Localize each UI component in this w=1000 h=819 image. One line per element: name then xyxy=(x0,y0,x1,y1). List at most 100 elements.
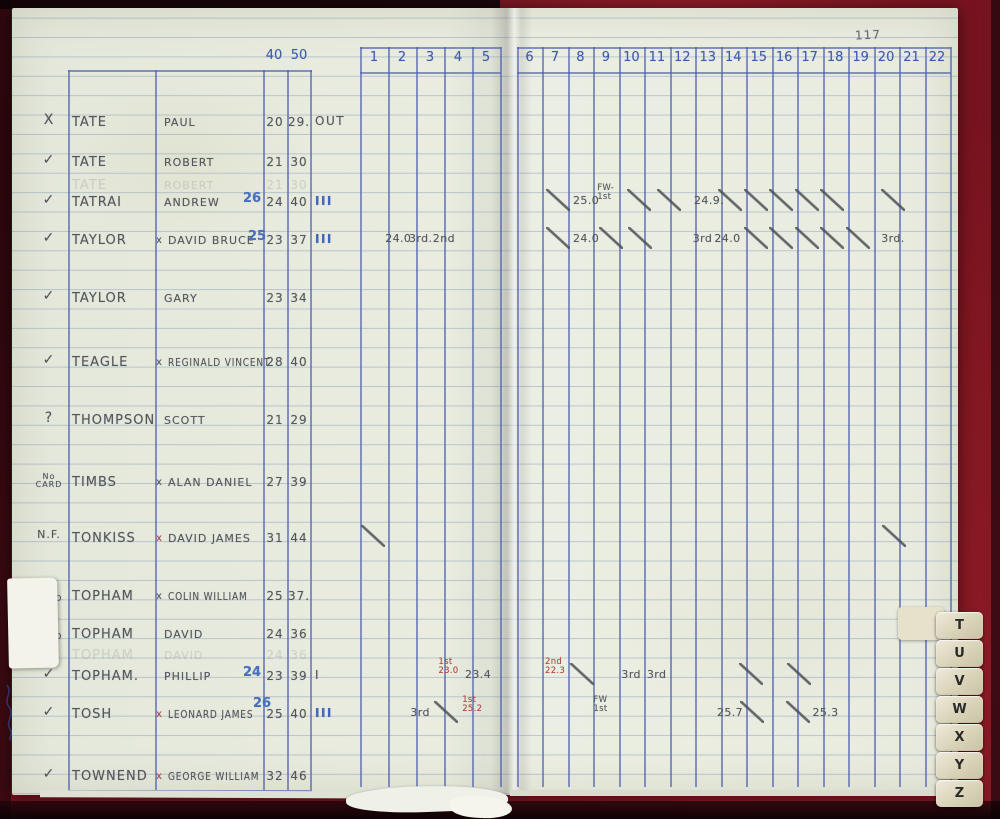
grid-column-header: 20 xyxy=(877,50,895,65)
row-tally: III xyxy=(315,232,333,246)
pen-scribble xyxy=(6,684,13,741)
grid-entry-stacked: FW- 1st xyxy=(597,183,615,202)
grid-slash-mark xyxy=(820,189,845,211)
row-number-50: 40 xyxy=(290,195,308,209)
name-table-line xyxy=(155,70,157,790)
row-surname: TOPHAM. xyxy=(72,669,140,684)
grid-column-header: 22 xyxy=(928,50,946,65)
row-surname: TIMBS xyxy=(72,475,117,490)
grid-slash-mark xyxy=(657,189,682,211)
row-number-50: 40 xyxy=(290,707,308,721)
grid-slash-mark xyxy=(743,227,768,249)
grid-slash-mark xyxy=(627,227,652,249)
grid-column-header: 6 xyxy=(525,50,534,65)
thumb-tab-v: V xyxy=(936,668,983,695)
row-mark: ? xyxy=(44,410,54,426)
grid-column-header: 1 xyxy=(369,50,379,65)
row-number-50: 29 xyxy=(290,413,308,427)
grid-entry: 23.4 xyxy=(465,668,492,681)
row-number-50: 36 xyxy=(290,627,308,641)
grid-slash-mark xyxy=(881,189,906,211)
row-forename: COLIN WILLIAM xyxy=(168,590,248,603)
thumb-tab-u: U xyxy=(936,640,983,667)
cover-left-edge xyxy=(0,0,11,819)
forename-cross: x xyxy=(156,533,163,544)
grid-entry: 24.9. xyxy=(694,194,725,207)
row-number-40: 25 xyxy=(266,707,284,721)
row-surname: TEAGLE xyxy=(72,355,129,370)
grid-slash-mark xyxy=(786,663,811,685)
row-mark: ✓ xyxy=(42,352,56,368)
left-grid-top xyxy=(360,47,501,49)
grid-column-header: 5 xyxy=(481,50,491,65)
row-number-50: 39 xyxy=(290,475,308,489)
name-table-line xyxy=(287,70,289,790)
ghost-surname: TOPHAM xyxy=(72,648,134,663)
row-forename: DAVID JAMES xyxy=(168,532,251,545)
cover-top-left-edge xyxy=(0,0,500,9)
row-mark: ✓ xyxy=(42,288,56,304)
thumb-tab-z: Z xyxy=(936,780,983,807)
thumb-tab-w: W xyxy=(936,696,983,723)
ghost-number-40: 24 xyxy=(266,648,284,662)
grid-slash-mark xyxy=(546,189,571,211)
row-number-40: 28 xyxy=(266,355,284,369)
ghost-number-50: 30 xyxy=(290,178,308,192)
row-mark: No CARD xyxy=(35,472,63,490)
grid-entry: 25.7 xyxy=(716,706,744,719)
row-surname: TOSH xyxy=(72,707,113,722)
row-number-40: 24 xyxy=(266,627,284,641)
grid-slash-mark xyxy=(546,227,571,249)
ledger-page-spread: 117 40 50 1 2 3 4 5 6 7 8 9 10 11 12 13 14 15 16 17 18 19 2… xyxy=(12,8,958,795)
grid-slash-mark xyxy=(738,663,763,685)
grid-slash-mark xyxy=(845,227,870,249)
grid-entry-stacked: 2nd 22.3 xyxy=(545,657,566,676)
ghost-surname: TATE xyxy=(72,178,107,193)
ghost-number-50: 36 xyxy=(290,648,308,662)
column-header-50: 50 xyxy=(290,48,308,63)
row-surname: TAYLOR xyxy=(72,291,127,306)
grid-column-header: 8 xyxy=(576,50,585,65)
row-surname: TAYLOR xyxy=(72,233,127,248)
grid-slash-mark xyxy=(785,701,810,723)
row-forename: LEONARD JAMES xyxy=(168,708,254,721)
right-grid-line xyxy=(618,47,621,787)
grid-entry: 25.3 xyxy=(812,706,839,719)
grid-column-header: 9 xyxy=(601,50,611,65)
page-number: 117 xyxy=(854,27,882,43)
page-bottom-edge xyxy=(510,790,950,796)
grid-slash-mark xyxy=(570,663,595,685)
grid-column-header: 16 xyxy=(775,50,793,65)
grid-entry: 3rd xyxy=(692,232,713,245)
cover-right-edge xyxy=(991,0,1000,819)
row-forename: ALAN DANIEL xyxy=(168,476,253,489)
row-number-40: 21 xyxy=(266,155,284,169)
row-number-50: 39 xyxy=(290,669,308,683)
grid-entry: 3rd xyxy=(410,706,430,719)
name-table-line xyxy=(310,70,312,790)
right-grid-line xyxy=(567,47,570,787)
grid-slash-mark xyxy=(626,189,651,211)
right-grid-line xyxy=(771,47,774,787)
grid-column-header: 4 xyxy=(453,50,463,65)
row-forename: DAVID xyxy=(164,628,204,641)
left-grid-line xyxy=(416,47,418,787)
row-number-40: 24 xyxy=(266,195,284,209)
row-number-40: 21 xyxy=(266,413,284,427)
row-forename: ANDREW xyxy=(164,196,220,209)
grid-slash-mark xyxy=(794,189,819,211)
right-grid-line xyxy=(542,47,545,787)
right-grid-line xyxy=(899,47,902,787)
forename-cross: x xyxy=(156,477,163,488)
grid-slash-mark xyxy=(743,189,768,211)
row-surname: THOMPSON xyxy=(72,413,156,428)
row-blue-number: 26 xyxy=(253,696,272,711)
left-grid-line xyxy=(472,47,474,787)
grid-entry: 3rd. xyxy=(409,232,433,245)
row-number-50: 44 xyxy=(290,531,308,545)
right-grid-line xyxy=(746,47,749,787)
row-tally: I xyxy=(315,668,321,682)
grid-column-header: 18 xyxy=(826,50,844,65)
row-tally: III xyxy=(315,194,333,208)
